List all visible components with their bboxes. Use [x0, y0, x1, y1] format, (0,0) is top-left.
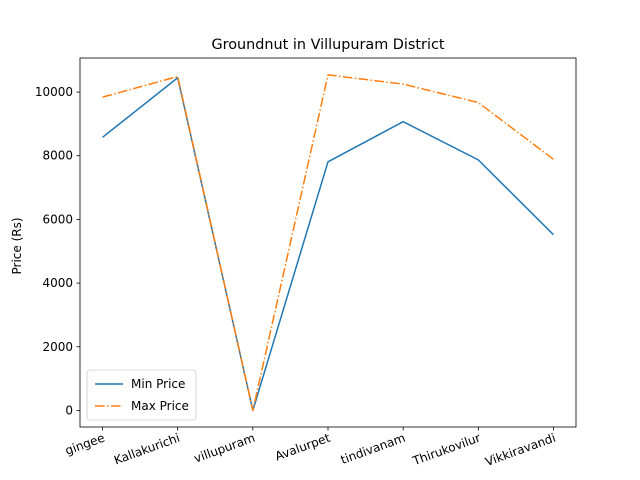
series-line-min-price: [102, 76, 554, 412]
y-axis-title: Price (Rs): [10, 217, 24, 274]
y-tick-label: 6000: [42, 212, 73, 226]
y-tick-label: 0: [65, 403, 73, 417]
y-tick-label: 10000: [35, 85, 73, 99]
x-tick-label: gingee: [63, 431, 106, 458]
x-tick-label: villupuram: [192, 431, 257, 466]
chart-title: Groundnut in Villupuram District: [212, 37, 445, 53]
legend-label: Min Price: [131, 377, 185, 391]
x-tick-label: Avalurpet: [273, 431, 332, 464]
x-tick-label: Thirukovilur: [410, 431, 482, 469]
legend: Min Price Max Price: [86, 369, 197, 421]
x-tick-label: tindivanam: [339, 431, 407, 467]
legend-label: Max Price: [131, 399, 189, 413]
y-tick-label: 8000: [42, 149, 73, 163]
y-tick-label: 2000: [42, 340, 73, 354]
x-tick-label: Kallakurichi: [112, 431, 182, 468]
y-tick-label: 4000: [42, 276, 73, 290]
legend-box: [86, 369, 197, 421]
series-line-max-price: [102, 74, 554, 412]
x-tick-label: Vikkiravandi: [483, 431, 557, 469]
